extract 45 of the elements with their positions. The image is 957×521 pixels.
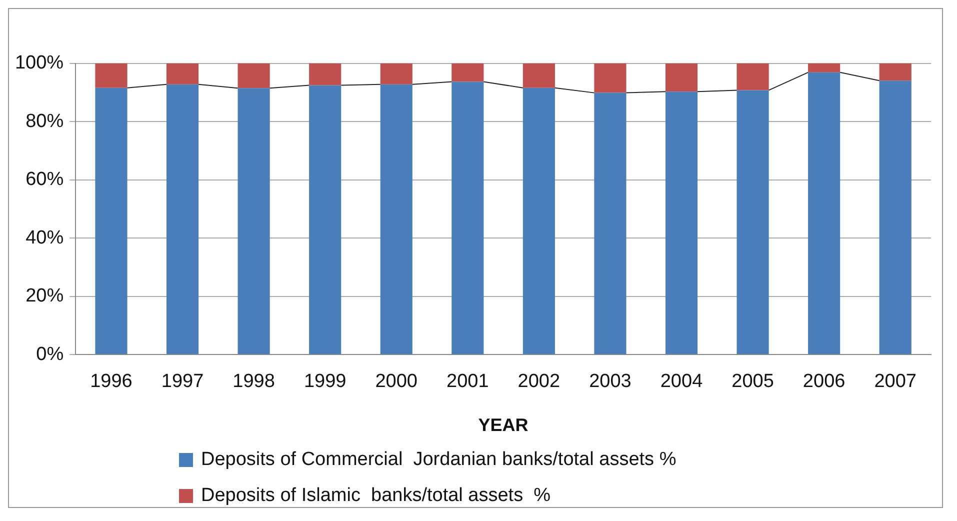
bar — [309, 63, 342, 86]
x-tick-label: 2000 — [375, 371, 418, 392]
bar — [594, 63, 626, 93]
bar — [736, 90, 769, 354]
bar — [522, 88, 555, 354]
bar — [166, 63, 199, 84]
y-tick-label: 60% — [26, 169, 64, 190]
bar — [238, 88, 270, 354]
x-tick-label: 1998 — [232, 371, 275, 392]
bar — [808, 63, 840, 72]
x-tick-label: 2001 — [446, 371, 489, 392]
bar — [665, 63, 698, 92]
x-tick-label: 2007 — [874, 371, 916, 392]
bar — [380, 63, 412, 84]
x-tick-label: 2006 — [802, 371, 846, 392]
x-tick-label: 1996 — [90, 371, 132, 392]
bar — [309, 85, 342, 354]
y-tick-label: 40% — [26, 227, 64, 248]
legend-label: Deposits of Islamic banks/total assets % — [201, 485, 551, 507]
bar — [166, 84, 199, 354]
bar — [736, 63, 769, 90]
bar — [452, 63, 484, 82]
bar — [522, 63, 555, 88]
x-tick-label: 2003 — [589, 371, 632, 392]
bar — [665, 92, 698, 354]
y-tick-label: 80% — [26, 110, 64, 132]
bar — [808, 72, 840, 354]
x-tick-label: 1999 — [304, 371, 346, 392]
bar — [879, 63, 912, 81]
bar — [95, 88, 128, 354]
x-tick-label: 2005 — [732, 371, 774, 392]
y-tick-label: 0% — [36, 344, 64, 365]
bar — [879, 80, 912, 354]
x-tick-label: 2002 — [518, 371, 560, 392]
legend-label: Deposits of Commercial Jordanian banks/total assets % — [201, 449, 676, 471]
x-axis-title: YEAR — [478, 415, 528, 436]
x-tick-label: 1997 — [161, 371, 204, 392]
bar — [95, 63, 128, 88]
y-tick-label: 20% — [26, 286, 64, 307]
x-tick-label: 2004 — [660, 371, 704, 392]
bar — [594, 92, 626, 354]
y-tick-label: 100% — [14, 52, 64, 74]
bar — [238, 63, 270, 88]
bar — [452, 82, 484, 354]
bar — [380, 84, 412, 354]
